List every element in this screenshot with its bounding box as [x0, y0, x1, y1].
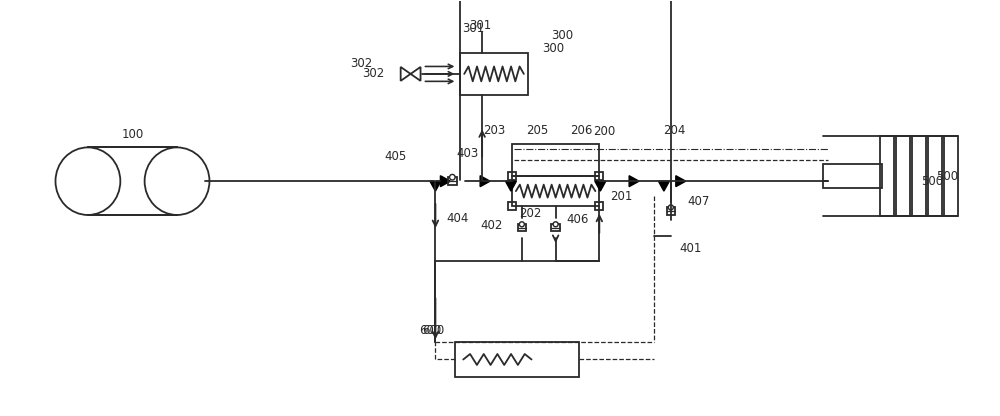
Bar — [667, 208, 675, 215]
Text: 302: 302 — [362, 67, 384, 80]
Polygon shape — [629, 176, 639, 187]
Text: 405: 405 — [385, 150, 407, 163]
Bar — [88, 147, 177, 215]
Text: 500: 500 — [921, 175, 943, 188]
Bar — [518, 224, 526, 231]
Text: 301: 301 — [463, 22, 485, 35]
Polygon shape — [480, 176, 490, 187]
Text: 500: 500 — [936, 170, 958, 183]
Ellipse shape — [55, 147, 120, 215]
Circle shape — [450, 174, 455, 180]
Polygon shape — [430, 181, 441, 191]
Polygon shape — [440, 176, 450, 187]
Circle shape — [519, 222, 524, 227]
Text: 201: 201 — [610, 190, 632, 203]
Bar — [880, 136, 894, 216]
Text: 403: 403 — [456, 147, 478, 160]
Text: 600: 600 — [419, 324, 442, 337]
Text: 404: 404 — [446, 213, 468, 225]
Text: 100: 100 — [121, 128, 144, 141]
Ellipse shape — [145, 147, 209, 215]
Bar — [912, 136, 926, 216]
Text: 205: 205 — [526, 124, 548, 137]
Bar — [595, 202, 603, 210]
Text: 301: 301 — [469, 19, 492, 32]
Text: 206: 206 — [570, 124, 593, 137]
Bar — [512, 144, 599, 176]
Bar — [455, 342, 579, 377]
Bar — [944, 136, 958, 216]
Text: 203: 203 — [483, 124, 505, 137]
Bar — [595, 172, 603, 180]
Circle shape — [668, 205, 673, 210]
Text: 300: 300 — [543, 42, 565, 54]
Bar — [448, 177, 457, 185]
Text: 202: 202 — [520, 208, 542, 220]
Text: 302: 302 — [350, 57, 372, 70]
Bar — [823, 164, 882, 188]
Polygon shape — [595, 181, 606, 191]
Text: 200: 200 — [593, 125, 615, 138]
Polygon shape — [658, 181, 669, 191]
Bar — [896, 136, 910, 216]
Bar — [928, 136, 942, 216]
Bar — [508, 202, 516, 210]
Bar — [508, 172, 516, 180]
Text: 300: 300 — [552, 29, 574, 42]
Text: 600: 600 — [422, 324, 445, 337]
Text: 204: 204 — [663, 124, 685, 137]
Circle shape — [553, 222, 558, 227]
Bar — [512, 176, 599, 206]
Text: 406: 406 — [566, 213, 589, 226]
Text: 402: 402 — [481, 219, 503, 233]
Text: 401: 401 — [680, 242, 702, 255]
Polygon shape — [676, 176, 686, 187]
Bar — [551, 224, 560, 231]
Text: 407: 407 — [687, 195, 710, 208]
Polygon shape — [505, 181, 516, 191]
Bar — [460, 53, 528, 95]
